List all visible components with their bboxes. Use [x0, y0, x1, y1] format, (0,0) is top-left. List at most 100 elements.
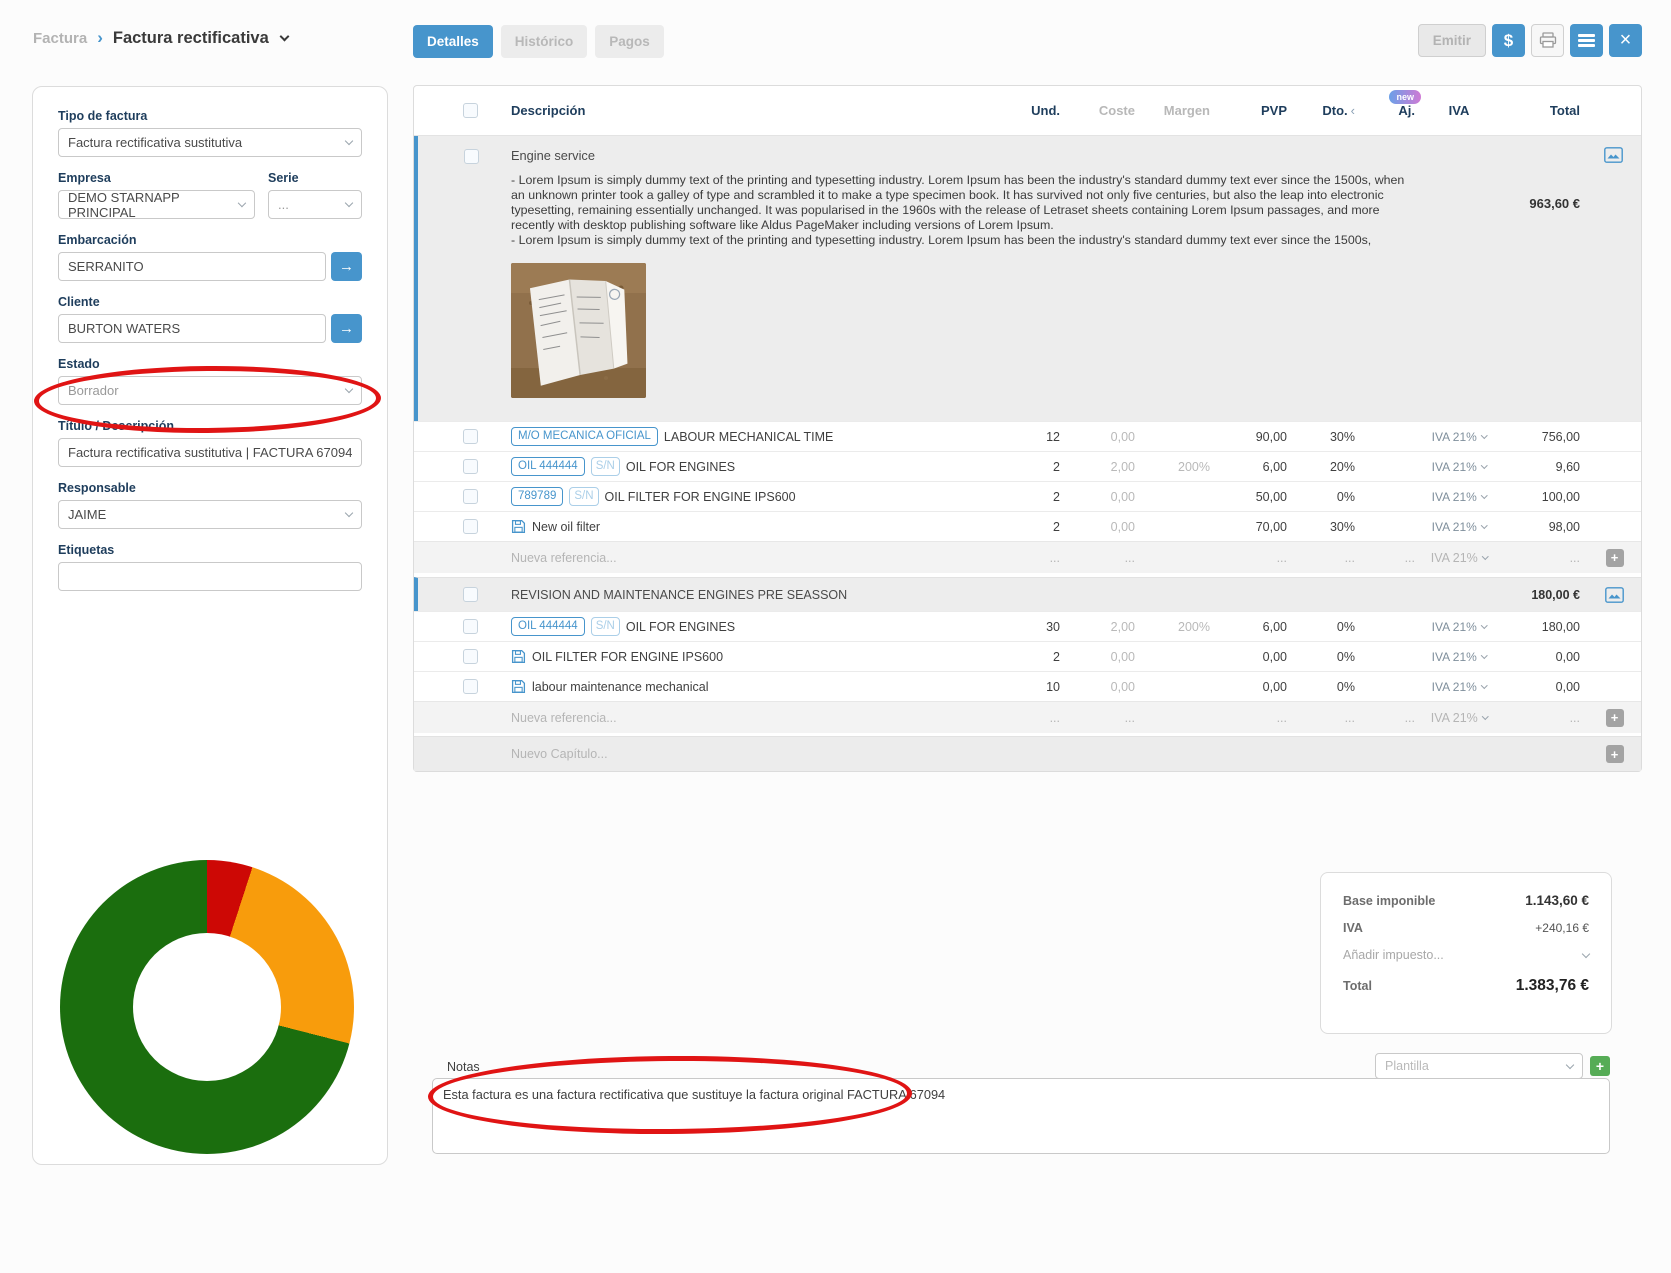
row-checkbox[interactable] — [463, 649, 478, 664]
iva-select[interactable]: IVA 21% — [1423, 460, 1503, 474]
etiquetas-input[interactable] — [58, 562, 362, 591]
tab-pagos[interactable]: Pagos — [595, 25, 664, 58]
cell-coste[interactable]: 2,00 — [1068, 460, 1143, 474]
row-checkbox[interactable] — [463, 619, 478, 634]
cell-dto[interactable]: 20% — [1295, 460, 1363, 474]
open-cliente-button[interactable]: → — [331, 314, 362, 343]
chapter-checkbox[interactable] — [464, 149, 479, 164]
row-description[interactable]: OIL FILTER FOR ENGINE IPS600 — [532, 650, 723, 664]
reference-badge[interactable]: 789789 — [511, 487, 563, 505]
iva-select[interactable]: IVA 21% — [1423, 430, 1503, 444]
cell-und[interactable]: 30 — [988, 620, 1068, 634]
chevron-down-icon[interactable] — [279, 32, 289, 42]
emitir-button[interactable]: Emitir — [1418, 24, 1486, 57]
chapter-description[interactable]: - Lorem Ipsum is simply dummy text of th… — [511, 173, 1409, 247]
add-plantilla-button[interactable]: + — [1590, 1056, 1610, 1076]
chevron-down-icon[interactable] — [1582, 949, 1590, 957]
iva-select[interactable]: IVA 21% — [1423, 490, 1503, 504]
payments-button[interactable]: $ — [1492, 24, 1525, 57]
cell-dto[interactable]: 0% — [1295, 680, 1363, 694]
attached-photo-thumbnail[interactable] — [511, 263, 646, 398]
new-chapter-row[interactable]: Nuevo Capítulo... + — [414, 736, 1641, 771]
cell-dto[interactable]: 30% — [1295, 430, 1363, 444]
cell-dto[interactable]: 30% — [1295, 520, 1363, 534]
row-checkbox[interactable] — [463, 429, 478, 444]
reference-badge[interactable]: OIL 444444 — [511, 617, 585, 635]
cell-coste[interactable]: 0,00 — [1068, 650, 1143, 664]
row-checkbox[interactable] — [463, 459, 478, 474]
cell-margen[interactable]: 200% — [1143, 620, 1218, 634]
serial-number-badge[interactable]: S/N — [569, 487, 598, 505]
serial-number-badge[interactable]: S/N — [591, 617, 620, 635]
cell-pvp[interactable]: 6,00 — [1218, 620, 1295, 634]
image-icon[interactable] — [1605, 587, 1624, 603]
titulo-input[interactable] — [58, 438, 362, 467]
chapter-checkbox[interactable] — [463, 587, 478, 602]
cell-pvp[interactable]: 70,00 — [1218, 520, 1295, 534]
cell-coste[interactable]: 2,00 — [1068, 620, 1143, 634]
cell-pvp[interactable]: 0,00 — [1218, 650, 1295, 664]
cell-coste[interactable]: 0,00 — [1068, 680, 1143, 694]
iva-select[interactable]: IVA 21% — [1423, 520, 1503, 534]
open-embarcacion-button[interactable]: → — [331, 252, 362, 281]
iva-select[interactable]: IVA 21% — [1423, 650, 1503, 664]
serial-number-badge[interactable]: S/N — [591, 457, 620, 475]
cell-dto[interactable]: 0% — [1295, 490, 1363, 504]
embarcacion-input[interactable] — [58, 252, 326, 281]
estado-select[interactable]: Borrador — [58, 376, 362, 405]
chapter-title[interactable]: REVISION AND MAINTENANCE ENGINES PRE SEA… — [511, 588, 847, 602]
cell-pvp[interactable]: 50,00 — [1218, 490, 1295, 504]
cell-und[interactable]: 2 — [988, 460, 1068, 474]
cell-und[interactable]: 2 — [988, 490, 1068, 504]
cell-margen[interactable]: 200% — [1143, 460, 1218, 474]
row-description[interactable]: OIL FILTER FOR ENGINE IPS600 — [605, 490, 796, 504]
add-row-button[interactable]: + — [1606, 709, 1624, 727]
tab-detalles[interactable]: Detalles — [413, 25, 493, 58]
cell-pvp[interactable]: 0,00 — [1218, 680, 1295, 694]
menu-button[interactable] — [1570, 24, 1603, 57]
cell-und[interactable]: 2 — [988, 520, 1068, 534]
cell-und[interactable]: 2 — [988, 650, 1068, 664]
new-reference-row[interactable]: Nueva referencia... ... ... ... ... ... … — [414, 701, 1641, 733]
cliente-input[interactable] — [58, 314, 326, 343]
iva-select[interactable]: IVA 21% — [1423, 680, 1503, 694]
add-row-button[interactable]: + — [1606, 549, 1624, 567]
add-chapter-button[interactable]: + — [1606, 745, 1624, 763]
new-reference-row[interactable]: Nueva referencia... ... ... ... ... ... … — [414, 541, 1641, 573]
reference-badge[interactable]: M/O MECANICA OFICIAL — [511, 427, 658, 445]
chapter-title[interactable]: Engine service — [511, 148, 595, 163]
plantilla-select[interactable]: Plantilla — [1375, 1053, 1583, 1079]
row-checkbox[interactable] — [463, 489, 478, 504]
row-description[interactable]: labour maintenance mechanical — [532, 680, 709, 694]
row-description[interactable]: New oil filter — [532, 520, 600, 534]
row-description[interactable]: LABOUR MECHANICAL TIME — [664, 430, 833, 444]
collapse-chevron-icon[interactable]: ‹ — [1351, 103, 1355, 118]
cell-pvp[interactable]: 90,00 — [1218, 430, 1295, 444]
iva-select[interactable]: IVA 21% — [1423, 620, 1503, 634]
serie-select[interactable]: ... — [268, 190, 362, 219]
print-button[interactable] — [1531, 24, 1564, 57]
cell-dto[interactable]: 0% — [1295, 620, 1363, 634]
cell-coste[interactable]: 0,00 — [1068, 520, 1143, 534]
add-tax-link[interactable]: Añadir impuesto... — [1343, 948, 1444, 962]
row-checkbox[interactable] — [463, 679, 478, 694]
tab-historico[interactable]: Histórico — [501, 25, 588, 58]
row-checkbox[interactable] — [463, 519, 478, 534]
row-description[interactable]: OIL FOR ENGINES — [626, 460, 735, 474]
cell-dto[interactable]: 0% — [1295, 650, 1363, 664]
cell-coste[interactable]: 0,00 — [1068, 430, 1143, 444]
notas-textarea[interactable]: Esta factura es una factura rectificativ… — [432, 1078, 1610, 1154]
empresa-select[interactable]: DEMO STARNAPP PRINCIPAL — [58, 190, 255, 219]
row-description[interactable]: OIL FOR ENGINES — [626, 620, 735, 634]
responsable-select[interactable]: JAIME — [58, 500, 362, 529]
select-all-checkbox[interactable] — [463, 103, 478, 118]
tipo-factura-select[interactable]: Factura rectificativa sustitutiva — [58, 128, 362, 157]
breadcrumb-parent[interactable]: Factura — [33, 30, 87, 47]
close-button[interactable]: × — [1609, 24, 1642, 57]
cell-und[interactable]: 10 — [988, 680, 1068, 694]
cell-coste[interactable]: 0,00 — [1068, 490, 1143, 504]
cell-und[interactable]: 12 — [988, 430, 1068, 444]
cell-pvp[interactable]: 6,00 — [1218, 460, 1295, 474]
image-icon[interactable] — [1604, 147, 1623, 163]
reference-badge[interactable]: OIL 444444 — [511, 457, 585, 475]
